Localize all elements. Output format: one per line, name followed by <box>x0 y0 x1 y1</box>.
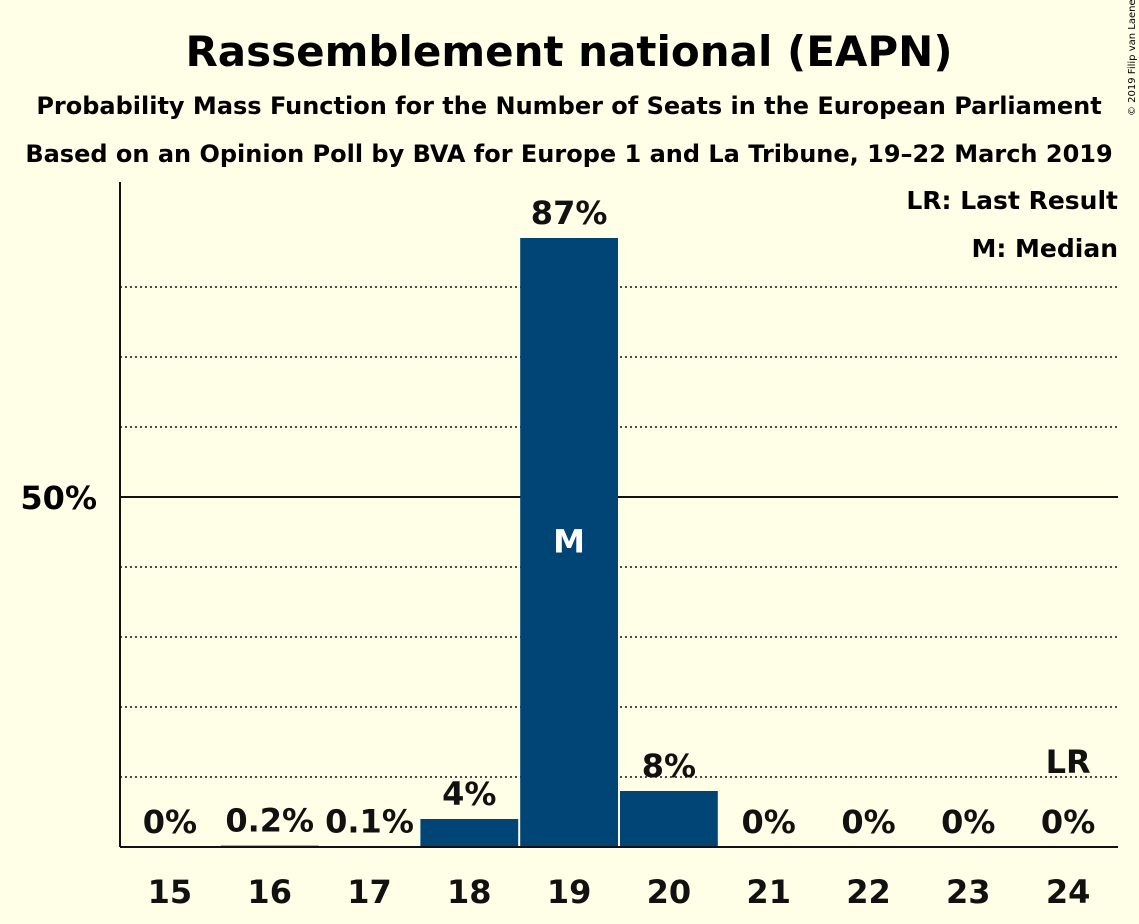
x-tick-label: 19 <box>547 873 592 911</box>
y-tick-label: 50% <box>20 479 97 517</box>
x-tick-label: 21 <box>746 873 791 911</box>
x-tick-label: 24 <box>1046 873 1091 911</box>
axes <box>120 182 1118 847</box>
data-label: 0% <box>841 803 895 841</box>
data-label: 0% <box>143 803 197 841</box>
data-label: 0% <box>742 803 796 841</box>
bar <box>620 791 718 847</box>
data-label: 87% <box>531 194 608 232</box>
x-tick-label: 20 <box>647 873 692 911</box>
legend-last-result: LR: Last Result <box>906 186 1118 215</box>
last-result-marker: LR <box>1046 743 1091 781</box>
x-tick-label: 16 <box>247 873 292 911</box>
copyright: © 2019 Filip van Laenen <box>1127 0 1138 116</box>
x-tick-label: 17 <box>347 873 392 911</box>
bar <box>420 819 518 847</box>
x-tick-label: 18 <box>447 873 492 911</box>
x-tick-label: 23 <box>946 873 991 911</box>
x-tick-label: 15 <box>148 873 193 911</box>
data-label: 0% <box>941 803 995 841</box>
data-labels: 0% 15 0.2% 16 0.1% 17 4% 18 87% 19 M 8% 20 0% 21 0% 22 0%… <box>143 194 1096 911</box>
data-label: 4% <box>442 775 496 813</box>
x-tick-label: 22 <box>846 873 891 911</box>
data-label: 0.1% <box>325 802 414 840</box>
data-label: 8% <box>642 747 696 785</box>
data-label: 0.2% <box>225 802 314 840</box>
legend-median: M: Median <box>971 234 1118 263</box>
median-marker: M <box>553 523 585 561</box>
chart-title: Rassemblement national (EAPN) <box>185 27 952 76</box>
chart-subtitle-1: Probability Mass Function for the Number… <box>36 92 1101 120</box>
data-label: 0% <box>1041 803 1095 841</box>
chart-subtitle-2: Based on an Opinion Poll by BVA for Euro… <box>25 140 1112 168</box>
